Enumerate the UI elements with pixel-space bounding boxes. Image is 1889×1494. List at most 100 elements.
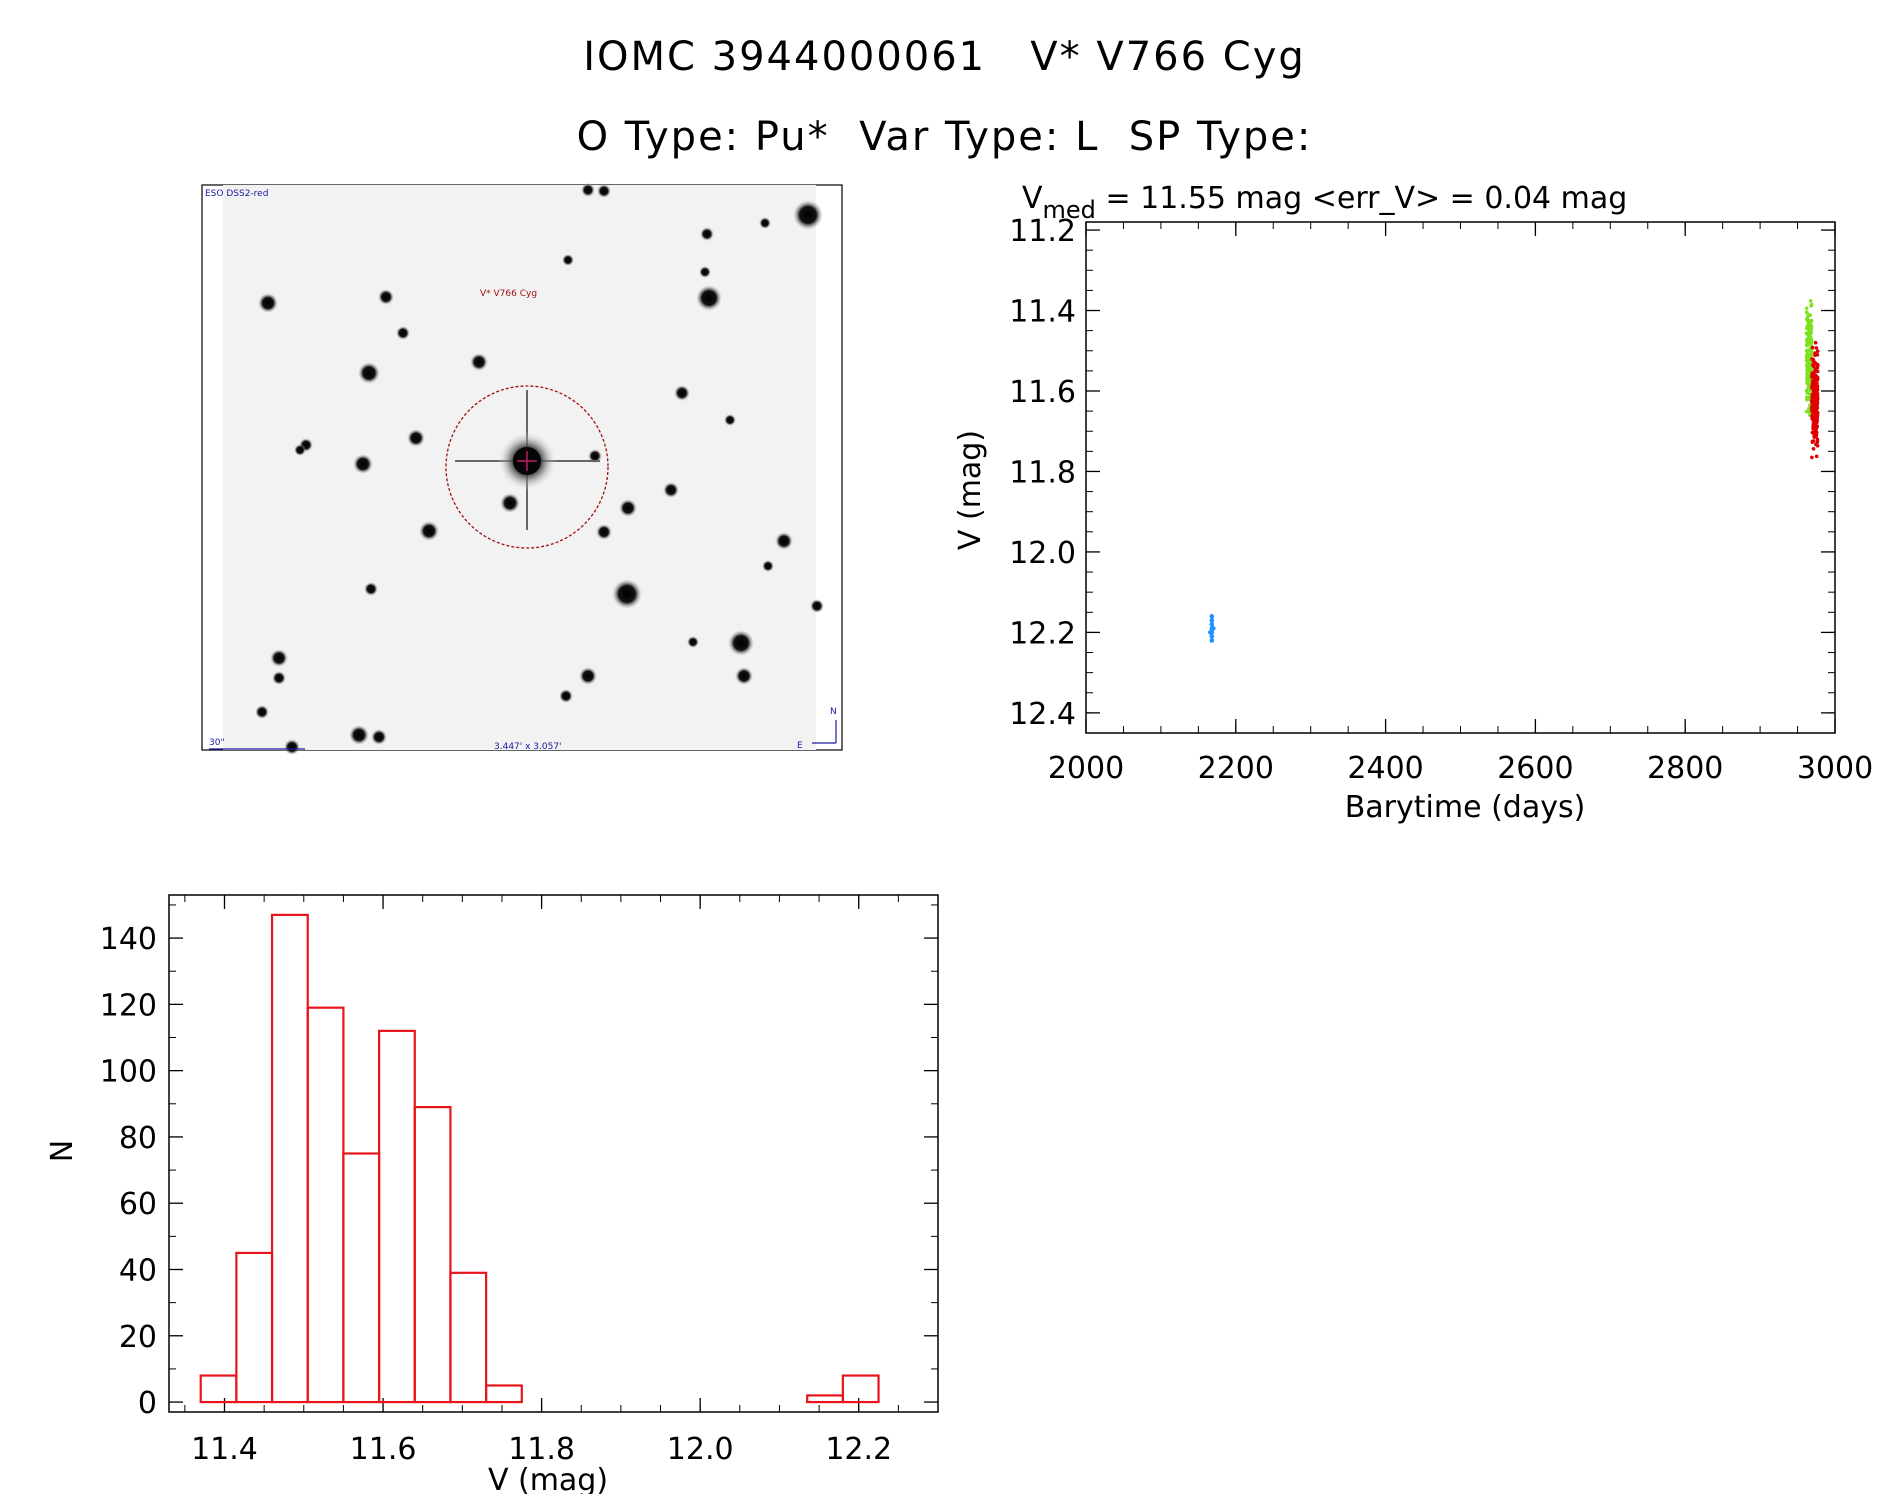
target-star	[455, 390, 600, 530]
sky-star	[581, 183, 595, 197]
sky-star	[353, 454, 373, 474]
hist-bar	[841, 1374, 880, 1404]
lc-point	[1805, 316, 1809, 321]
lc-xtick-label: 2600	[1497, 751, 1573, 786]
scale-label: 30"	[209, 738, 225, 748]
sky-star	[663, 482, 679, 498]
lc-point	[1815, 398, 1820, 402]
lc-point	[1810, 357, 1814, 361]
sky-star	[407, 429, 425, 447]
lc-point	[1815, 416, 1819, 420]
sky-star	[762, 560, 774, 572]
sky-star	[597, 184, 611, 198]
lc-point	[1808, 331, 1813, 335]
lc-ytick-label: 11.2	[1009, 214, 1076, 249]
sky-star	[699, 266, 711, 278]
lc-point	[1806, 406, 1811, 411]
sky-star	[294, 444, 306, 456]
sky-star	[284, 739, 300, 755]
lc-point	[1808, 336, 1813, 340]
lc-point	[1813, 369, 1818, 374]
lc-point	[1811, 364, 1816, 369]
sky-star	[371, 729, 387, 745]
lc-point	[1805, 381, 1809, 385]
lc-point	[1809, 349, 1813, 353]
lc-points	[1208, 299, 1820, 643]
lc-ytick-label: 12.2	[1009, 616, 1076, 651]
hist-ytick-label: 40	[119, 1253, 157, 1288]
hist-ytick-label: 80	[119, 1121, 157, 1156]
lc-point	[1805, 310, 1809, 315]
lc-point	[1804, 388, 1809, 393]
hist-ytick-label: 120	[100, 988, 157, 1023]
lc-point	[1805, 332, 1810, 337]
lc-point	[1815, 440, 1820, 444]
lc-point	[1812, 419, 1816, 424]
hist-bar	[806, 1394, 844, 1404]
lc-point	[1209, 614, 1215, 619]
hist-xtick-label: 12.0	[667, 1432, 734, 1467]
lc-point	[1814, 454, 1819, 459]
sky-star	[612, 579, 642, 609]
lc-point	[1806, 373, 1810, 377]
sky-star	[700, 227, 714, 241]
sky-star	[396, 326, 410, 340]
hist-ytick-label: 60	[119, 1187, 157, 1222]
sky-star	[596, 524, 612, 540]
hist-xlabel: V (mag)	[488, 1463, 608, 1494]
lc-point	[1810, 404, 1815, 408]
lc-point	[1805, 397, 1809, 402]
lc-point	[1815, 443, 1820, 448]
lc-title: Vmed = 11.55 mag <err_V> = 0.04 mag	[1022, 181, 1627, 224]
lc-axes: 2000 2200 2400 2600 2800 3000 11.2 11.4 11.6 11.8…	[1009, 214, 1873, 786]
north-label: N	[830, 707, 837, 717]
lc-title-sub: med	[1043, 196, 1096, 224]
hist-ytick-label: 140	[100, 922, 157, 957]
lc-point	[1810, 417, 1815, 421]
lc-title-rest: = 11.55 mag <err_V> = 0.04 mag	[1096, 181, 1627, 216]
lc-point	[1809, 341, 1814, 345]
sky-star	[579, 667, 597, 685]
lc-point	[1815, 420, 1819, 425]
sky-star	[793, 200, 823, 230]
lc-point	[1812, 394, 1817, 399]
sky-star	[759, 217, 771, 229]
sky-star	[419, 521, 439, 541]
sky-star	[724, 414, 736, 426]
lc-ylabel: V (mag)	[953, 430, 988, 550]
hist-bar	[235, 1251, 274, 1404]
lc-point	[1804, 409, 1809, 414]
lc-point	[1815, 437, 1820, 442]
lc-point	[1805, 365, 1810, 370]
lc-point	[1814, 427, 1818, 432]
sky-star	[270, 649, 288, 667]
lc-xtick-label: 2200	[1198, 751, 1274, 786]
lc-point	[1810, 392, 1815, 397]
hist-xtick-label: 11.4	[191, 1432, 258, 1467]
lc-point	[1209, 622, 1215, 627]
sky-star	[559, 689, 573, 703]
lc-point	[1804, 306, 1809, 311]
hist-frame	[168, 894, 939, 1413]
lc-point	[1805, 355, 1809, 360]
target-circle	[445, 385, 609, 549]
sky-star	[775, 532, 793, 550]
lc-xtick-label: 2400	[1347, 751, 1423, 786]
lc-point	[1806, 341, 1811, 345]
lc-point	[1810, 345, 1815, 350]
sky-star	[588, 449, 602, 463]
lc-point	[1209, 634, 1215, 639]
hist-bars	[199, 913, 880, 1404]
lc-ytick-label: 11.4	[1009, 295, 1076, 330]
lc-point	[1811, 387, 1815, 391]
lc-point	[1209, 638, 1215, 643]
sky-star	[272, 671, 286, 685]
hist-xtick-label: 11.8	[508, 1432, 575, 1467]
lc-point	[1811, 439, 1816, 443]
chart-title-line1: IOMC 3944000061 V* V766 Cyg	[583, 34, 1306, 80]
sky-star	[500, 493, 520, 513]
chart-title-line2: O Type: Pu* Var Type: L SP Type:	[576, 114, 1313, 160]
hist-bar	[485, 1384, 523, 1404]
